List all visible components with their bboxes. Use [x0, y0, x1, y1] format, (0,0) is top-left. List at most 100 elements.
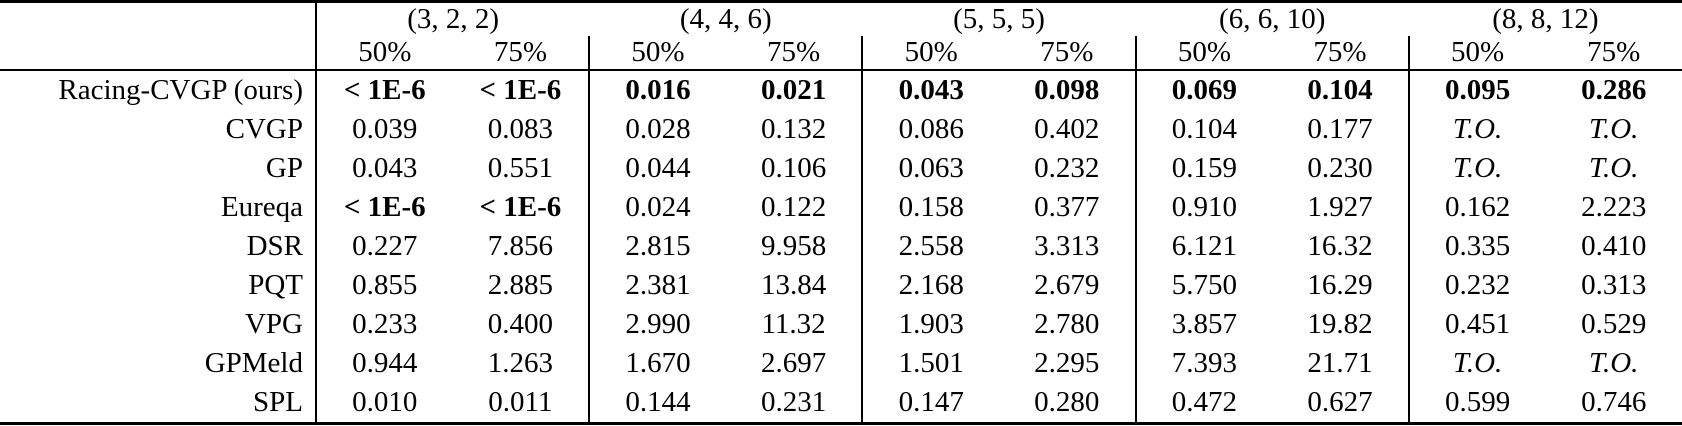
- value-cell: 0.377: [1034, 191, 1100, 223]
- value-cell: 0.095: [1407, 70, 1546, 110]
- value-cell: 0.011: [488, 386, 553, 418]
- value-cell: 0.230: [1307, 152, 1373, 184]
- value-cell: 0.043: [352, 152, 418, 184]
- value-cell: 0.144: [588, 383, 726, 424]
- sub-header: 75%: [1545, 36, 1682, 71]
- value-cell: 0.231: [760, 386, 827, 418]
- sub-header: 50%: [861, 36, 999, 71]
- value-cell: 0.098: [1034, 74, 1100, 106]
- value-cell: 13.84: [760, 269, 827, 301]
- value-cell: 0.472: [1134, 383, 1273, 424]
- value-cell: 0.162: [1407, 188, 1546, 227]
- value-cell: 0.627: [1307, 386, 1373, 418]
- value-cell: 0.402: [1034, 113, 1100, 145]
- row-label: CVGP: [0, 110, 317, 149]
- value-cell: 0.086: [861, 110, 999, 149]
- table-row: PQT 0.855 2.885 2.381 13.84 2.168 2.679 5.750 16…: [0, 266, 1682, 305]
- value-cell: 2.295: [1034, 347, 1100, 379]
- value-cell: 16.29: [1307, 269, 1373, 301]
- value-cell: 1.263: [487, 347, 554, 379]
- value-cell: 0.335: [1407, 227, 1546, 266]
- table-row: CVGP 0.039 0.083 0.028 0.132 0.086 0.402 0.104 0…: [0, 110, 1682, 149]
- table-body: Racing-CVGP (ours) < 1E-6 < 1E-6 0.016 0.021…: [0, 70, 1682, 424]
- value-cell: 0.232: [1034, 152, 1100, 184]
- sub-header: 75%: [1272, 36, 1409, 71]
- value-cell: 1.927: [1307, 191, 1373, 223]
- value-cell: 0.024: [588, 188, 726, 227]
- value-cell: 2.558: [861, 227, 999, 266]
- value-cell: T.O.: [1407, 110, 1546, 149]
- value-cell: 2.168: [861, 266, 999, 305]
- row-label: PQT: [0, 266, 317, 305]
- value-cell: 2.815: [588, 227, 726, 266]
- row-label: GPMeld: [0, 344, 317, 383]
- value-cell: 1.501: [861, 344, 999, 383]
- header-corner-cell: [0, 1, 317, 71]
- value-cell: 0.104: [1307, 74, 1373, 106]
- value-cell: 0.104: [1134, 110, 1273, 149]
- value-cell: < 1E-6: [343, 191, 426, 223]
- value-cell: 0.083: [487, 113, 554, 145]
- sub-header: 75%: [999, 36, 1136, 71]
- value-cell: 0.529: [1581, 308, 1647, 340]
- row-label: VPG: [0, 305, 317, 344]
- table-row: SPL 0.010 0.011 0.144 0.231 0.147 0.280 0.472 0.…: [0, 383, 1682, 424]
- value-cell: 0.232: [1407, 266, 1546, 305]
- sub-header: 75%: [452, 36, 590, 71]
- value-cell: 0.910: [1134, 188, 1273, 227]
- value-cell: 0.147: [861, 383, 999, 424]
- value-cell: 0.122: [760, 191, 827, 223]
- value-cell: 0.044: [588, 149, 726, 188]
- value-cell: 0.944: [352, 347, 418, 379]
- col-group-header: (6, 6, 10): [1219, 3, 1326, 35]
- col-group-header: (4, 4, 6): [679, 3, 772, 35]
- value-cell: 0.132: [760, 113, 827, 145]
- value-cell: 0.286: [1581, 74, 1647, 106]
- value-cell: 3.313: [1034, 230, 1100, 262]
- value-cell: < 1E-6: [479, 74, 562, 106]
- col-group-header: (3, 2, 2): [407, 3, 500, 35]
- value-cell: 7.856: [487, 230, 554, 262]
- value-cell: 6.121: [1134, 227, 1273, 266]
- value-cell: 2.679: [1034, 269, 1100, 301]
- value-cell: 0.746: [1581, 386, 1647, 418]
- value-cell: T.O.: [1589, 152, 1639, 184]
- value-cell: 19.82: [1307, 308, 1373, 340]
- header-row-sub: 50% 75% 50% 75% 50% 75% 50% 75% 50% 75%: [0, 36, 1682, 71]
- value-cell: < 1E-6: [343, 74, 426, 106]
- value-cell: 0.043: [861, 70, 999, 110]
- value-cell: T.O.: [1589, 347, 1639, 379]
- value-cell: 2.697: [760, 347, 827, 379]
- value-cell: < 1E-6: [479, 191, 562, 223]
- sub-header: 50%: [1134, 36, 1273, 71]
- value-cell: T.O.: [1407, 149, 1546, 188]
- value-cell: 2.990: [588, 305, 726, 344]
- value-cell: 0.063: [861, 149, 999, 188]
- table-row: GP 0.043 0.551 0.044 0.106 0.063 0.232 0.159 0.2…: [0, 149, 1682, 188]
- table-row: GPMeld 0.944 1.263 1.670 2.697 1.501 2.295 7.39…: [0, 344, 1682, 383]
- table-header: (3, 2, 2) (4, 4, 6) (5, 5, 5) (6, 6, 10) (8,…: [0, 1, 1682, 71]
- header-row-groups: (3, 2, 2) (4, 4, 6) (5, 5, 5) (6, 6, 10) (8,…: [0, 1, 1682, 71]
- sub-header: 75%: [725, 36, 863, 71]
- value-cell: 0.313: [1581, 269, 1647, 301]
- row-label: SPL: [0, 383, 317, 424]
- value-cell: 3.857: [1134, 305, 1273, 344]
- value-cell: 0.010: [352, 386, 418, 418]
- value-cell: 2.381: [588, 266, 726, 305]
- value-cell: 21.71: [1307, 347, 1373, 379]
- row-label: GP: [0, 149, 317, 188]
- col-group-header: (5, 5, 5): [953, 3, 1045, 35]
- value-cell: 2.223: [1581, 191, 1647, 223]
- sub-header: 50%: [588, 36, 726, 71]
- sub-header: 50%: [316, 36, 453, 71]
- value-cell: 0.106: [760, 152, 827, 184]
- row-label: Eureqa: [0, 188, 317, 227]
- sub-header: 50%: [1407, 36, 1546, 71]
- value-cell: T.O.: [1407, 344, 1546, 383]
- value-cell: 11.32: [761, 308, 826, 340]
- value-cell: 0.280: [1034, 386, 1100, 418]
- value-cell: 0.233: [352, 308, 418, 340]
- value-cell: 9.958: [760, 230, 827, 262]
